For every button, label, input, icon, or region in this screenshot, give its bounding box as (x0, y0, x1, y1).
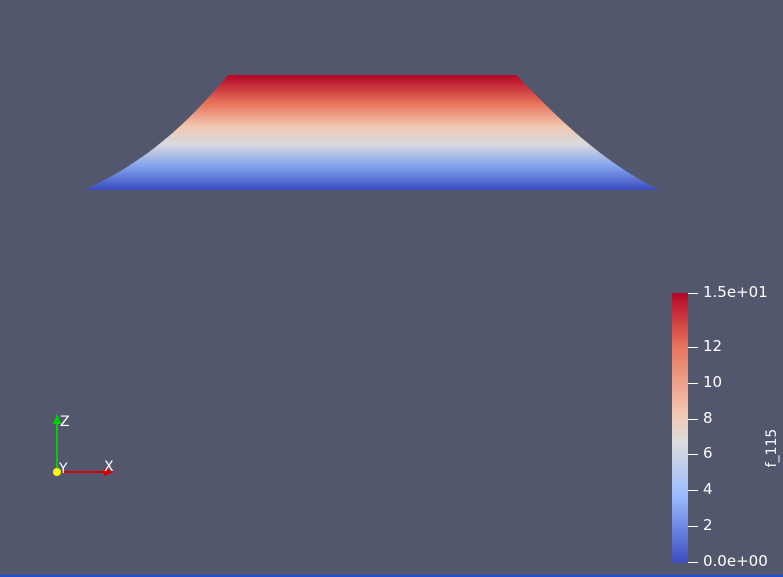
tick-mark (688, 526, 698, 527)
scalar-bar-tick-label: 8 (703, 409, 713, 427)
axis-label-z: Z (60, 414, 70, 430)
axis-label-x: X (104, 459, 114, 475)
axis-label-y: Y (59, 461, 68, 477)
tick-mark (688, 419, 698, 420)
scalar-bar-tick-label: 4 (703, 480, 713, 498)
tick-mark (688, 383, 698, 384)
scalar-bar-tick-label: 10 (703, 373, 723, 391)
scalar-bar-title-text: f_115 (764, 428, 780, 468)
scalar-bar-min-label: 0.0e+00 (703, 552, 768, 570)
scalar-bar-tick-label: 2 (703, 516, 713, 534)
scalar-bar-title: f_115 (764, 428, 780, 468)
orientation-axes (53, 414, 114, 476)
tick-mark (688, 347, 698, 348)
tick-mark (688, 454, 698, 455)
tick-mark (688, 490, 698, 491)
scalar-bar-max-label: 1.5e+01 (703, 283, 768, 301)
tick-mark-min (688, 562, 698, 563)
view-active-border (0, 575, 783, 577)
scalar-bar-tick-label: 12 (703, 337, 723, 355)
scalar-bar-tick-label: 6 (703, 444, 713, 462)
color-legend-bar (672, 293, 688, 563)
tick-mark-max (688, 293, 698, 294)
